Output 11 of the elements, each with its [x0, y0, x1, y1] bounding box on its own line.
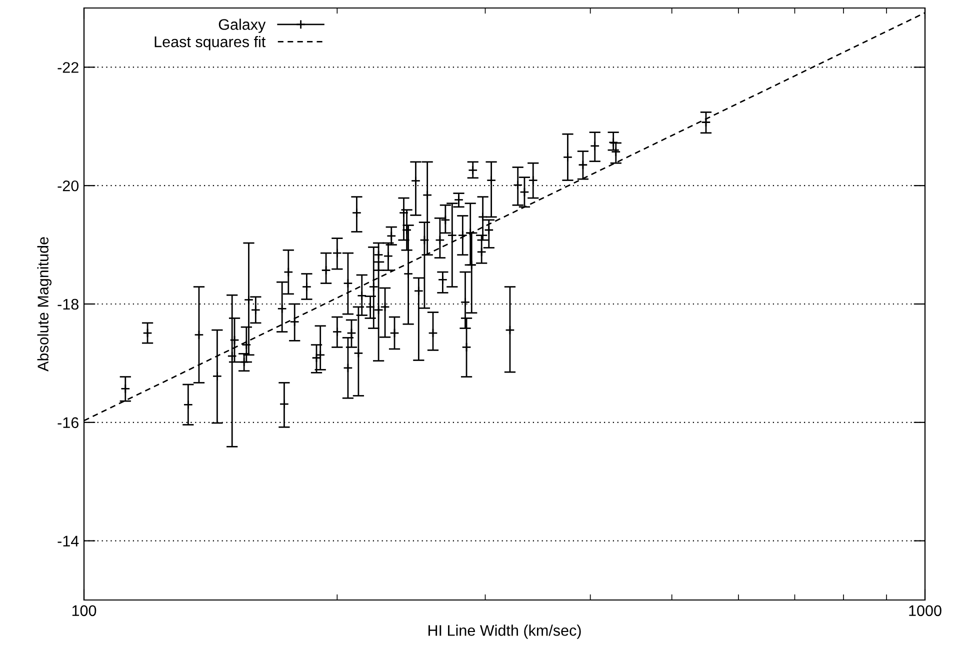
y-tick-label: -16 — [58, 417, 78, 428]
x-tick-label: 1000 — [909, 605, 942, 616]
legend-label: Least squares fit — [154, 36, 266, 50]
x-axis-title: HI Line Width (km/sec) — [428, 624, 581, 639]
y-axis-title: Absolute Magnitude — [37, 237, 52, 372]
y-tick-label: -22 — [58, 62, 78, 73]
y-tick-label: -18 — [58, 298, 78, 310]
y-tick-label: -14 — [58, 536, 79, 546]
x-tick-label: 100 — [72, 605, 96, 616]
y-tick-label: -20 — [58, 180, 79, 192]
legend-label: Galaxy — [218, 18, 266, 33]
